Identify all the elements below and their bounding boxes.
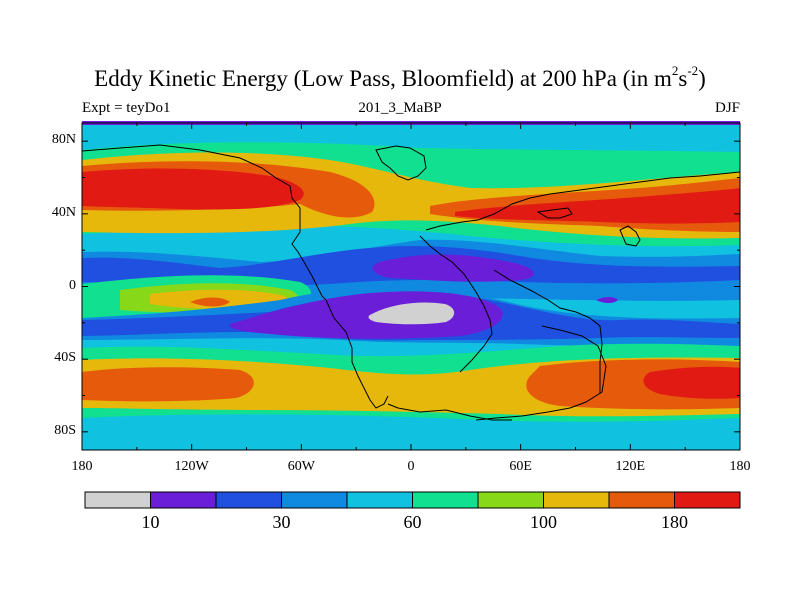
field-north-red-b (455, 188, 740, 224)
coast-indian-asia (493, 269, 603, 394)
title-prefix: Eddy Kinetic Energy (Low Pass, Bloomfiel… (94, 66, 672, 91)
colorbar-label: 180 (661, 512, 688, 532)
colorbar-label: 10 (141, 512, 160, 532)
y-tick-label: 0 (69, 277, 76, 293)
x-tick-label: 60W (287, 459, 315, 474)
x-tick-label: 120E (615, 459, 646, 474)
colorbar-label: 30 (272, 512, 291, 532)
field-north-red-a (82, 168, 304, 210)
y-tick-label: 80N (51, 132, 76, 148)
left-label: Expt = teyDo1 (82, 100, 171, 116)
colorbar-box (281, 491, 348, 509)
field-tropic-violet-n (372, 254, 534, 282)
coast-europe-detail (536, 207, 573, 219)
axis-ticks (81, 123, 741, 450)
field-south-red (643, 366, 740, 399)
colorbar-box (608, 491, 675, 509)
x-tick-label: 60E (509, 459, 532, 474)
colorbar-box (346, 491, 413, 509)
x-tick-label: 0 (407, 459, 415, 474)
field-north-cyan-pocket (82, 123, 740, 140)
colorbar-label: 60 (403, 512, 422, 532)
colorbar-box (543, 491, 610, 509)
colorbar (84, 491, 741, 509)
field-min-violet-spot (596, 297, 618, 303)
chart-title: Eddy Kinetic Energy (Low Pass, Bloomfiel… (0, 63, 800, 92)
coast-greenland (375, 145, 427, 181)
coast-australia (475, 325, 607, 421)
contour-field (82, 123, 740, 450)
x-tick-label: 120W (174, 459, 209, 474)
title-sup1: 2 (671, 63, 679, 78)
field-min-grey (368, 302, 455, 325)
title-sup2: -2 (687, 63, 699, 78)
colorbar-box (215, 491, 282, 509)
colorbar-box (84, 491, 151, 509)
title-suffix: ) (698, 66, 706, 91)
center-label: 201_3_MaBP (358, 100, 442, 116)
y-tick-label: 40N (51, 204, 76, 220)
colorbar-box (150, 491, 217, 509)
y-tick-label: 80S (54, 422, 76, 438)
x-tick-label: 180 (729, 459, 751, 474)
coast-japan (619, 225, 641, 247)
y-tick-label: 40S (54, 350, 76, 366)
coast-eurasia (425, 171, 740, 231)
colorbar-box (412, 491, 479, 509)
coast-south-america (325, 299, 389, 409)
field-south-cyan (82, 414, 740, 450)
colorbar-label: 100 (530, 512, 557, 532)
right-label: DJF (714, 100, 740, 116)
title-mid: s (678, 66, 688, 91)
x-tick-label: 180 (71, 459, 93, 474)
field-tropic-orange-spot (190, 297, 230, 307)
coast-africa (419, 235, 493, 373)
field-south-orange-a (82, 367, 254, 402)
coast-antarctic-edge (387, 403, 512, 421)
coastlines (82, 144, 740, 421)
colorbar-box (477, 491, 544, 509)
coast-north-america (82, 144, 327, 301)
colorbar-box (674, 491, 741, 509)
